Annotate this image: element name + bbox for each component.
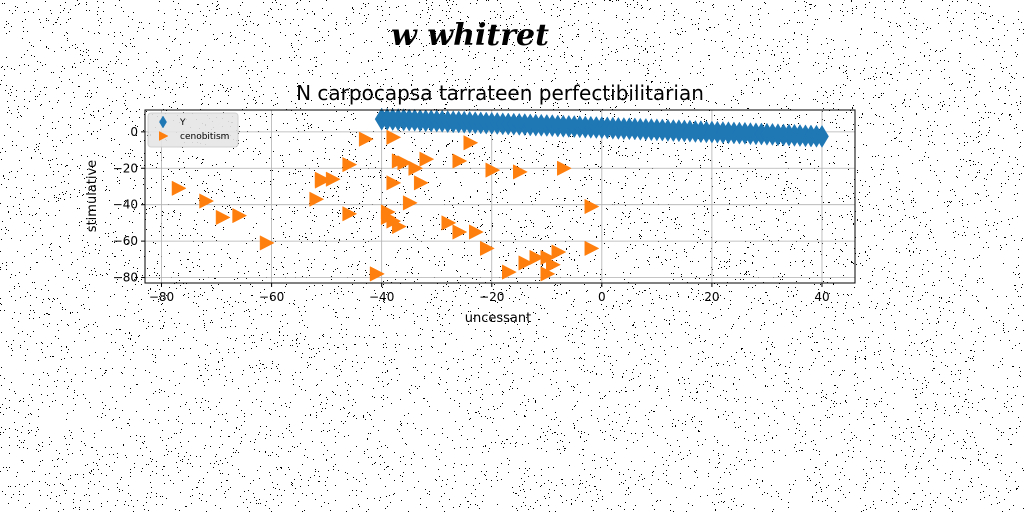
x-tick-label: 0 bbox=[598, 290, 606, 304]
y-tick-label: −80 bbox=[113, 271, 138, 285]
cenobitism-series-point bbox=[342, 157, 358, 173]
cenobitism-series-point bbox=[325, 171, 341, 187]
y-tick-label: −20 bbox=[113, 161, 138, 175]
cenobitism-series-point bbox=[502, 264, 517, 280]
x-tick-label: −40 bbox=[369, 290, 394, 304]
cenobitism-series-point bbox=[452, 153, 468, 169]
cenobitism-series-point bbox=[232, 208, 248, 224]
y-axis-label: stimulative bbox=[85, 160, 100, 232]
cenobitism-series-point bbox=[518, 255, 534, 271]
cenobitism-series-point bbox=[584, 198, 600, 215]
cenobitism-series-point bbox=[419, 151, 435, 167]
cenobitism-series-point bbox=[441, 215, 457, 231]
y-series-point bbox=[815, 124, 829, 148]
x-tick-label: 40 bbox=[814, 290, 829, 304]
x-axis-label: uncessant bbox=[465, 311, 531, 326]
cenobitism-series-point bbox=[386, 213, 402, 229]
cenobitism-series-point bbox=[171, 180, 187, 196]
cenobitism-series-point bbox=[529, 249, 545, 266]
cenobitism-series-point bbox=[513, 164, 528, 180]
legend-label: Y bbox=[179, 118, 186, 128]
data-marks bbox=[171, 107, 829, 282]
cenobitism-series-point bbox=[386, 129, 402, 145]
cenobitism-series-point bbox=[369, 266, 385, 282]
cenobitism-series-point bbox=[314, 173, 330, 189]
cenobitism-series-point bbox=[463, 135, 479, 151]
cenobitism-series-point bbox=[408, 160, 424, 176]
y-tick-label: −60 bbox=[113, 234, 138, 248]
cenobitism-series-point bbox=[485, 162, 501, 178]
cenobitism-series-point bbox=[215, 209, 231, 226]
legend-marker bbox=[159, 131, 169, 141]
x-tick-label: −20 bbox=[479, 290, 504, 304]
legend-box bbox=[147, 112, 239, 148]
cenobitism-series-point bbox=[551, 244, 567, 260]
cenobitism-series-point bbox=[386, 175, 402, 191]
cenobitism-series-point bbox=[199, 193, 215, 209]
cenobitism-series-point bbox=[391, 153, 407, 169]
cenobitism-series-point bbox=[402, 195, 418, 211]
cenobitism-series-point bbox=[413, 175, 429, 191]
series-1 bbox=[374, 107, 829, 148]
cenobitism-series-point bbox=[342, 206, 358, 222]
cenobitism-series-point bbox=[468, 224, 484, 240]
series-2 bbox=[171, 129, 600, 282]
page-title: w whitret bbox=[391, 18, 549, 53]
cenobitism-series-point bbox=[557, 160, 572, 176]
cenobitism-series-point bbox=[584, 240, 600, 257]
cenobitism-series-point bbox=[452, 224, 468, 240]
axis-ticks: −80 −60 −40 −20 0 20 40 0 −20 −40 −60 −80 bbox=[113, 125, 830, 304]
cenobitism-series-point bbox=[479, 240, 495, 257]
legend-marker bbox=[159, 115, 167, 129]
x-tick-label: 20 bbox=[704, 290, 719, 304]
cenobitism-series-point bbox=[546, 257, 561, 273]
cenobitism-series-point bbox=[259, 235, 275, 251]
legend-label: cenobitism bbox=[180, 132, 229, 142]
x-tick-label: −80 bbox=[149, 290, 174, 304]
cenobitism-series-point bbox=[358, 131, 374, 147]
cenobitism-series-point bbox=[309, 191, 325, 207]
chart-title: N carpocapsa tarrateen perfectibilitaria… bbox=[296, 81, 704, 105]
plot-area-frame bbox=[144, 109, 856, 284]
y-tick-label: −40 bbox=[113, 198, 138, 212]
x-tick-label: −60 bbox=[259, 290, 284, 304]
y-tick-label: 0 bbox=[130, 125, 138, 139]
